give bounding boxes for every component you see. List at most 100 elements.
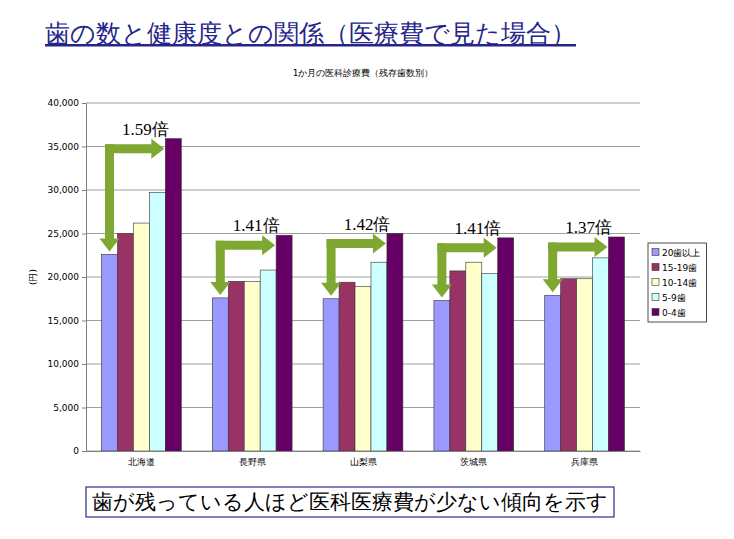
tick-label: 北海道	[128, 457, 155, 467]
arrow	[321, 234, 386, 296]
tick-mark	[82, 190, 86, 191]
tick-label: 25,000	[48, 229, 80, 239]
legend-label: 20歯以上	[662, 248, 700, 258]
bar	[466, 262, 482, 451]
bar	[117, 234, 133, 452]
annotation: 1.41倍	[454, 219, 501, 238]
tick: 茨城県	[460, 457, 487, 467]
bar	[339, 282, 355, 451]
bar	[102, 254, 118, 451]
tick-mark	[82, 451, 86, 452]
tick-label: 0	[73, 446, 79, 456]
tick: 25,000	[48, 229, 87, 239]
caption-box: 歯が残っている人ほど医科医療費が少ない傾向を示す	[86, 487, 614, 517]
bar	[260, 270, 276, 451]
tick: 長野県	[239, 457, 266, 467]
tick: 山梨県	[350, 457, 377, 467]
subtitle: 1か月の医科診療費（残存歯数別）	[293, 68, 434, 78]
legend-swatch	[652, 309, 659, 316]
chart: 歯の数と健康度との関係（医療費で見た場合） 1か月の医科診療費（残存歯数別） 0 5,…	[0, 0, 734, 539]
arrow	[210, 235, 275, 295]
arrow-shape	[548, 237, 607, 257]
tick: 北海道	[128, 457, 155, 467]
legend-swatch	[652, 264, 659, 271]
tick-mark	[82, 408, 86, 409]
legend: 20歯以上 15-19歯 10-14歯 5-9歯 0-4歯	[648, 243, 706, 322]
tick-label: 山梨県	[350, 457, 377, 467]
annotation: 1.42倍	[344, 215, 391, 234]
legend-swatch	[652, 249, 659, 256]
arrow-shape	[437, 238, 496, 258]
bar	[276, 235, 292, 451]
legend-label: 15-19歯	[662, 263, 697, 273]
tick: 0	[73, 446, 86, 456]
bar	[577, 279, 593, 451]
bar	[355, 287, 371, 451]
tick-mark	[82, 147, 86, 148]
legend-label: 5-9歯	[662, 293, 686, 303]
bar	[212, 298, 228, 451]
legend-swatch	[652, 294, 659, 301]
tick-label: 40,000	[48, 98, 80, 108]
axis-line	[82, 104, 87, 452]
bar	[228, 281, 244, 451]
caption: 歯が残っている人ほど医科医療費が少ない傾向を示す	[92, 490, 608, 514]
bar	[371, 262, 387, 451]
grid	[86, 103, 640, 451]
series	[133, 223, 592, 451]
tick-label: 兵庫県	[571, 457, 598, 467]
bar	[482, 274, 498, 451]
tick-mark	[82, 234, 86, 235]
legend-label: 0-4歯	[662, 308, 686, 318]
legend-swatch	[652, 279, 659, 286]
tick: 40,000	[48, 98, 87, 108]
annotation: 1.59倍	[122, 120, 169, 139]
tick-mark	[82, 103, 86, 104]
arrow	[543, 237, 608, 292]
bar	[323, 299, 339, 451]
tick-label: 10,000	[48, 359, 80, 369]
tick: 10,000	[48, 359, 87, 369]
tick-label: 20,000	[48, 272, 80, 282]
tick: 35,000	[48, 142, 87, 152]
arrow-shape	[99, 144, 119, 251]
tick: 兵庫県	[571, 457, 598, 467]
bar	[561, 279, 577, 451]
series	[149, 193, 608, 451]
annotation: 1.41倍	[233, 216, 280, 235]
axis-title: (円)	[28, 269, 38, 285]
bar	[545, 295, 561, 451]
tick: 5,000	[53, 403, 86, 413]
tick-label: 茨城県	[460, 457, 487, 467]
bar	[434, 300, 450, 451]
legend-box	[648, 243, 706, 322]
arrow	[432, 238, 497, 298]
tick-label: 35,000	[48, 142, 80, 152]
arrow-shape	[105, 139, 164, 159]
tick-mark	[82, 277, 86, 278]
annotations: 1.59倍 1.41倍 1.42倍 1.41倍 1.37倍	[99, 120, 611, 298]
bar	[244, 281, 260, 451]
tick-label: 30,000	[48, 185, 80, 195]
arrow	[99, 139, 164, 252]
y-axis: 0 5,000 10,000 15,000 20,000 25,000 30,000 35,0…	[48, 98, 87, 456]
tick: 30,000	[48, 185, 87, 195]
bar	[450, 271, 466, 451]
tick: 15,000	[48, 316, 87, 326]
legend-label: 10-14歯	[662, 278, 697, 288]
bar	[165, 139, 181, 451]
x-axis: 北海道 長野県 山梨県 茨城県 兵庫県	[87, 452, 641, 468]
bar	[498, 238, 514, 451]
tick: 20,000	[48, 272, 87, 282]
tick-mark	[82, 364, 86, 365]
tick-label: 15,000	[48, 316, 80, 326]
bar	[133, 223, 149, 451]
bars	[102, 139, 625, 451]
arrow-shape	[216, 235, 275, 255]
bar	[593, 258, 609, 451]
grid-line	[86, 103, 640, 104]
annotation: 1.37倍	[565, 218, 612, 237]
series	[117, 234, 576, 452]
title: 歯の数と健康度との関係（医療費で見た場合）	[45, 19, 576, 48]
bar	[387, 234, 403, 452]
